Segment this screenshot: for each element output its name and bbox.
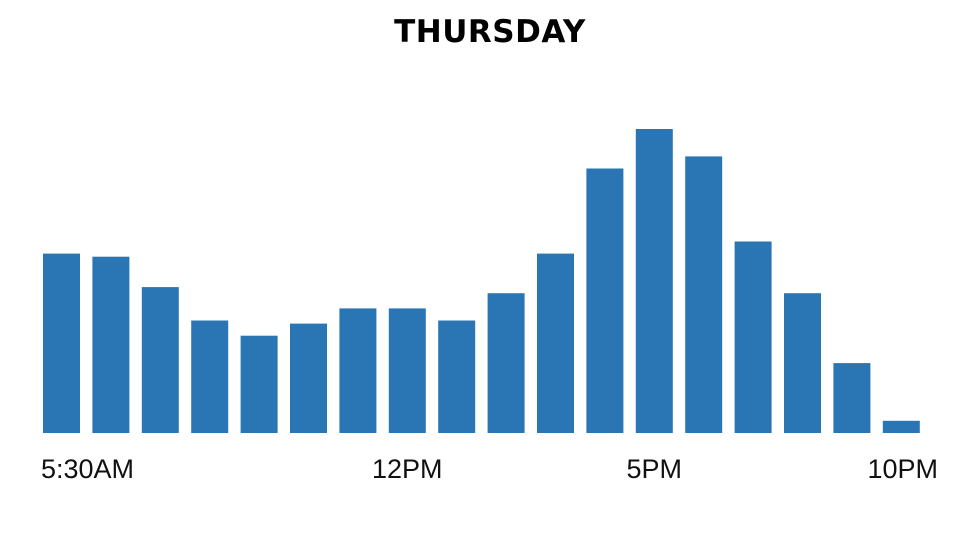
bar-1 xyxy=(92,256,130,433)
bar-15 xyxy=(784,293,821,433)
x-tick-labels: 5:30AM 12PM 5PM 10PM xyxy=(41,454,938,484)
bar-5 xyxy=(290,323,327,433)
x-tick-label-2: 5PM xyxy=(627,454,683,484)
bar-3 xyxy=(191,320,229,433)
x-tick-label-3: 10PM xyxy=(867,454,938,484)
bar-4 xyxy=(240,335,278,433)
bar-12 xyxy=(635,129,673,433)
bar-2 xyxy=(141,287,179,433)
bar-0 xyxy=(43,253,80,433)
bar-13 xyxy=(685,156,723,433)
bar-7 xyxy=(388,308,426,433)
bar-10 xyxy=(537,253,574,433)
bar-11 xyxy=(586,168,624,433)
bar-17 xyxy=(882,420,920,433)
chart-title: THURSDAY xyxy=(394,14,586,50)
x-tick-label-1: 12PM xyxy=(372,454,443,484)
x-tick-label-0: 5:30AM xyxy=(41,454,134,484)
bar-16 xyxy=(833,363,871,433)
bar-8 xyxy=(438,320,476,433)
bar-6 xyxy=(339,308,377,433)
bar-9 xyxy=(487,293,525,433)
bar-14 xyxy=(734,241,772,433)
bars-group xyxy=(43,129,920,433)
